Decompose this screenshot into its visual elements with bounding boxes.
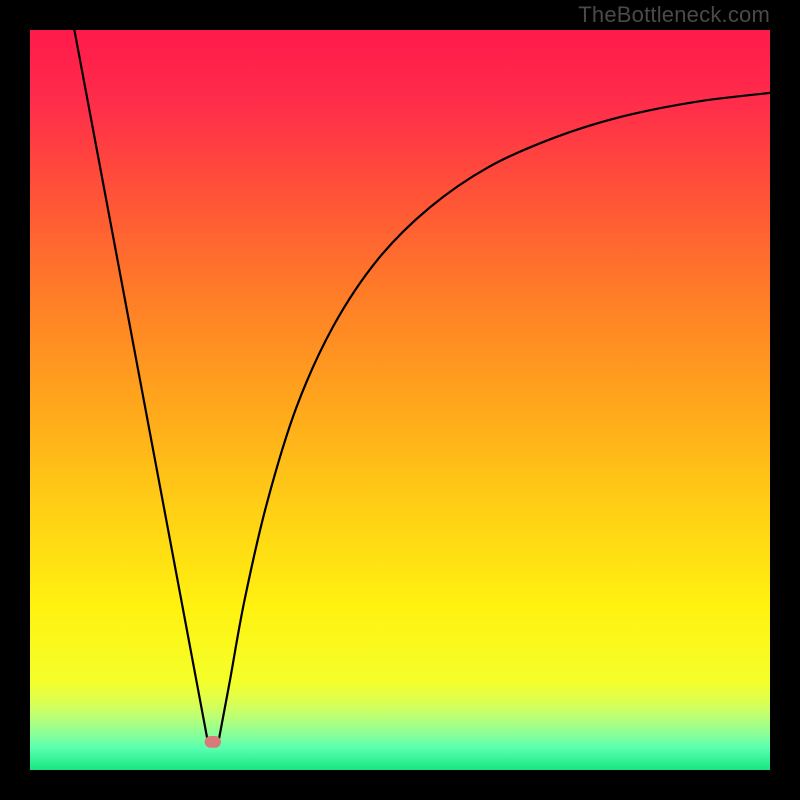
- plot-area: [30, 30, 770, 770]
- chart-frame: TheBottleneck.com: [0, 0, 800, 800]
- minimum-marker: [205, 736, 221, 748]
- watermark-text: TheBottleneck.com: [578, 2, 770, 28]
- chart-svg: [30, 30, 770, 770]
- gradient-background: [30, 30, 770, 770]
